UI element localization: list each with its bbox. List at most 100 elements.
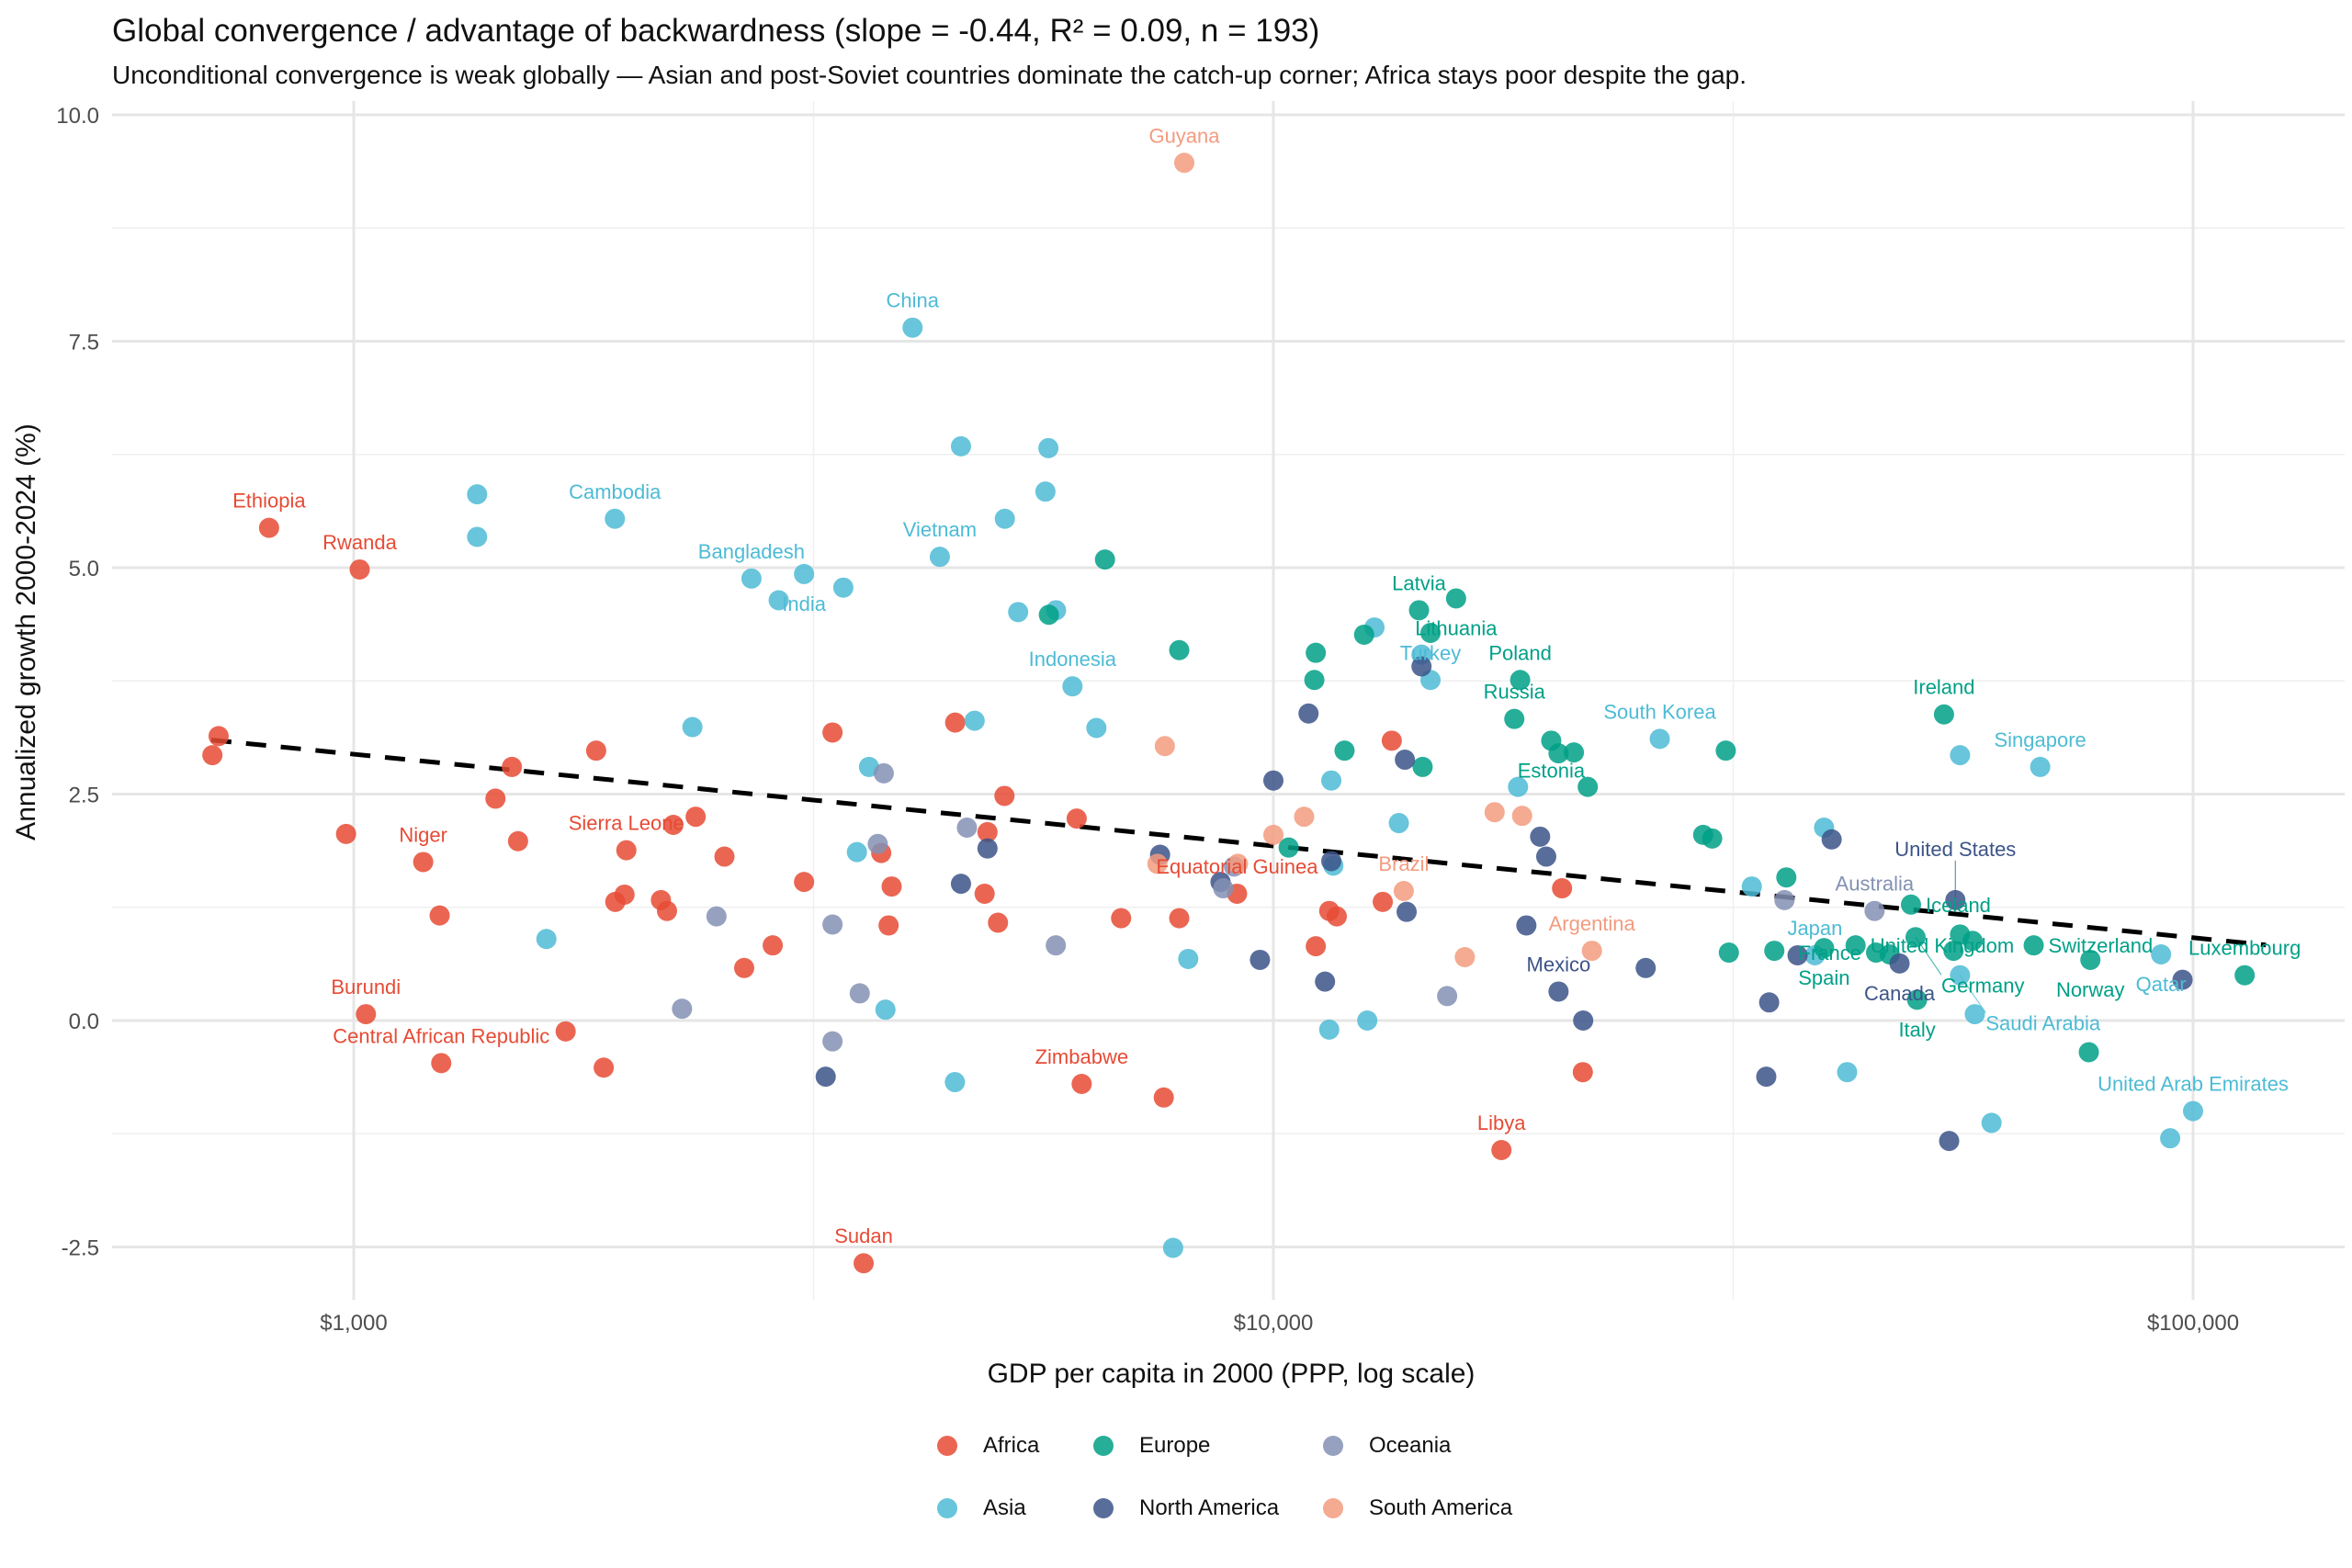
data-point-africa bbox=[349, 558, 370, 580]
data-point-europe bbox=[1933, 704, 1954, 725]
data-point-africa bbox=[616, 840, 637, 861]
data-point-asia bbox=[741, 568, 762, 589]
data-point-asia bbox=[1318, 1019, 1340, 1040]
data-point-oceania bbox=[1437, 986, 1458, 1007]
data-point-north-america bbox=[1321, 851, 1342, 872]
legend-label: Oceania bbox=[1369, 1433, 1452, 1458]
point-label: Qatar bbox=[2136, 973, 2187, 996]
x-tick-label: $10,000 bbox=[1234, 1311, 1314, 1336]
data-point-africa bbox=[429, 905, 450, 926]
data-point-asia bbox=[964, 710, 985, 731]
y-tick-label: -2.5 bbox=[62, 1236, 99, 1261]
data-point-south-america bbox=[1173, 152, 1194, 174]
data-point-europe bbox=[1943, 941, 1964, 962]
grid bbox=[112, 101, 2345, 1300]
label-leader-line bbox=[1915, 936, 1942, 976]
data-point-africa bbox=[1071, 1074, 1092, 1095]
data-point-asia bbox=[1741, 876, 1762, 897]
data-point-asia bbox=[467, 526, 488, 547]
point-label: Germany bbox=[1941, 974, 2024, 997]
data-point-africa bbox=[1111, 908, 1132, 929]
data-point-north-america bbox=[1298, 703, 1319, 724]
data-point-south-america bbox=[1393, 881, 1414, 902]
legend-item-asia: Asia bbox=[937, 1495, 1026, 1521]
data-point-oceania bbox=[1213, 878, 1234, 899]
data-point-europe bbox=[1412, 756, 1433, 777]
data-point-africa bbox=[662, 815, 684, 836]
data-point-north-america bbox=[1635, 957, 1657, 978]
point-label: Cambodia bbox=[569, 480, 662, 503]
point-label: France bbox=[1799, 942, 1861, 964]
point-label: Guyana bbox=[1148, 124, 1220, 147]
chart-title: Global convergence / advantage of backwa… bbox=[112, 13, 1320, 49]
y-tick-label: 10.0 bbox=[56, 104, 99, 129]
data-point-south-america bbox=[1511, 806, 1532, 827]
y-tick-label: 2.5 bbox=[69, 784, 99, 808]
data-point-africa bbox=[822, 722, 843, 743]
data-point-south-america bbox=[1294, 807, 1315, 828]
data-point-europe bbox=[1504, 708, 1525, 729]
data-point-europe bbox=[1445, 588, 1466, 609]
data-point-africa bbox=[202, 745, 223, 766]
trend-line bbox=[210, 738, 2267, 948]
data-point-north-america bbox=[1756, 1066, 1777, 1088]
label-leader-line bbox=[1959, 975, 1986, 1014]
point-label: Turkey bbox=[1400, 641, 1461, 664]
data-point-africa bbox=[763, 935, 784, 956]
data-point-africa bbox=[1491, 1139, 1512, 1160]
data-point-africa bbox=[994, 785, 1015, 807]
data-point-africa bbox=[507, 830, 528, 852]
legend: Africa Europe Oceania Asia North America Sout… bbox=[937, 1433, 1635, 1543]
data-point-north-america bbox=[1548, 981, 1569, 1002]
data-points bbox=[202, 152, 2256, 1274]
data-point-south-america bbox=[1484, 802, 1505, 823]
data-point-asia bbox=[1008, 602, 1029, 623]
data-point-asia bbox=[2151, 944, 2172, 965]
data-point-asia bbox=[1038, 437, 1059, 458]
data-point-oceania bbox=[706, 906, 727, 927]
legend-label: Asia bbox=[983, 1495, 1026, 1520]
data-point-oceania bbox=[873, 762, 894, 784]
x-tick-label: $1,000 bbox=[320, 1311, 387, 1336]
data-point-north-america bbox=[1821, 829, 1842, 850]
data-point-europe bbox=[1764, 941, 1785, 962]
point-label: Spain bbox=[1798, 966, 1849, 989]
data-point-africa bbox=[555, 1021, 576, 1042]
point-label: India bbox=[782, 592, 826, 615]
point-label: Burundi bbox=[331, 976, 401, 998]
data-point-africa bbox=[1153, 1087, 1174, 1108]
data-point-africa bbox=[988, 912, 1009, 933]
data-point-africa bbox=[656, 900, 677, 921]
data-point-oceania bbox=[1864, 900, 1885, 921]
data-point-south-america bbox=[1154, 736, 1175, 757]
data-point-europe bbox=[1169, 639, 1190, 660]
point-label: Poland bbox=[1488, 641, 1552, 664]
data-point-asia bbox=[1178, 948, 1199, 969]
point-label: Latvia bbox=[1392, 571, 1446, 594]
data-point-asia bbox=[1162, 1237, 1183, 1258]
legend-swatch bbox=[1323, 1436, 1343, 1456]
data-point-asia bbox=[1357, 1010, 1378, 1031]
data-point-asia bbox=[846, 841, 867, 863]
point-label: South Korea bbox=[1603, 700, 1716, 723]
data-point-europe bbox=[1845, 935, 1866, 956]
data-point-europe bbox=[1094, 549, 1115, 570]
point-label: Equatorial Guinea bbox=[1156, 855, 1318, 878]
data-point-asia bbox=[1950, 745, 1971, 766]
y-axis-label: Annualized growth 2000-2024 (%) bbox=[11, 423, 41, 840]
data-point-asia bbox=[768, 590, 789, 611]
data-point-oceania bbox=[849, 983, 870, 1004]
data-point-africa bbox=[974, 883, 995, 904]
data-point-europe bbox=[1278, 837, 1299, 858]
regression-line bbox=[210, 738, 2267, 948]
data-point-oceania bbox=[672, 998, 693, 1020]
point-label: Ethiopia bbox=[232, 490, 306, 513]
data-point-africa bbox=[854, 1253, 875, 1274]
point-label: Switzerland bbox=[2049, 934, 2154, 957]
point-label: Singapore bbox=[1994, 728, 2086, 751]
data-point-north-america bbox=[1411, 656, 1432, 677]
data-point-europe bbox=[1900, 894, 1921, 915]
data-point-north-america bbox=[1516, 915, 1537, 936]
data-point-africa bbox=[714, 846, 735, 867]
data-point-north-america bbox=[1787, 945, 1808, 966]
